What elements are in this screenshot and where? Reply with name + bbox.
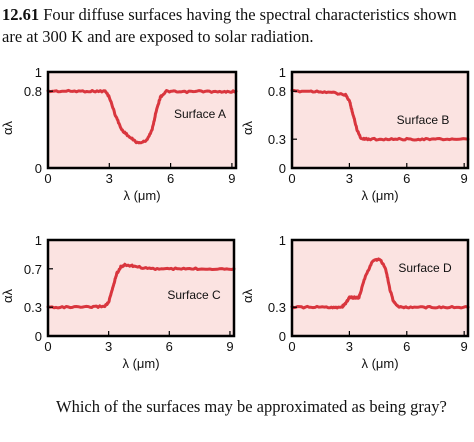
x-tick-label: 6 (167, 171, 174, 186)
x-tick-label: 9 (461, 339, 468, 354)
series-line (290, 257, 470, 310)
y-tick-label: 0 (279, 161, 286, 176)
x-tick-label: 0 (288, 171, 295, 186)
problem-text: Four diffuse surfaces having the spectra… (2, 5, 457, 46)
plot-area (48, 240, 234, 336)
x-axis-label: λ (μm) (122, 356, 159, 371)
problem-statement: 12.61 Four diffuse surfaces having the s… (2, 4, 472, 48)
surface-label: Surface A (174, 107, 226, 121)
y-axis-label: αλ (240, 120, 255, 135)
y-tick-label: 1 (35, 233, 42, 248)
y-axis-label: αλ (0, 120, 15, 135)
plot-area (48, 72, 236, 168)
x-tick-label: 3 (106, 171, 113, 186)
chart-surface-d: 0 3 6 9 0 0.3 1 λ (μm) αλ Surface D (240, 233, 470, 371)
question-text: Which of the surfaces may be approximate… (56, 397, 447, 416)
y-tick-label: 1 (279, 65, 286, 80)
y-tick-label: 0 (35, 329, 42, 344)
x-tick-label: 3 (346, 339, 353, 354)
x-tick-label: 3 (105, 339, 112, 354)
problem-number: 12.61 (2, 5, 40, 24)
series-line (290, 88, 470, 142)
x-tick-label: 6 (403, 171, 410, 186)
y-tick-label: 0.8 (268, 84, 286, 99)
x-axis-label: λ (μm) (361, 356, 398, 371)
x-tick-label: 0 (44, 171, 51, 186)
x-axis-label: λ (μm) (361, 188, 398, 203)
plot-frame (46, 238, 236, 338)
plot-frame (290, 238, 470, 338)
x-tick-label: 0 (288, 339, 295, 354)
y-tick-label: 0.7 (24, 262, 42, 277)
y-axis-label: αλ (240, 288, 255, 303)
y-tick-label: 1 (279, 233, 286, 248)
x-tick-label: 9 (461, 171, 468, 186)
series-line (46, 88, 238, 145)
y-tick-label: 0 (279, 329, 286, 344)
chart-surface-a: 0 3 6 9 0 0.8 1 λ (μm) αλ Surface A (0, 65, 238, 203)
y-tick-label: 0.3 (268, 300, 286, 315)
plot-frame (290, 70, 470, 170)
series-line (46, 262, 236, 310)
x-tick-label: 6 (166, 339, 173, 354)
surface-label: Surface D (398, 261, 452, 275)
chart-surface-c: 0 3 6 9 0 0.3 0.7 1 λ (μm) αλ Surface C (0, 233, 236, 371)
x-tick-label: 9 (228, 171, 235, 186)
y-tick-label: 1 (35, 65, 42, 80)
y-tick-label: 0.3 (24, 300, 42, 315)
plot-frame (46, 70, 238, 170)
plot-area (292, 240, 468, 336)
surface-label: Surface B (397, 113, 450, 127)
x-tick-label: 3 (346, 171, 353, 186)
x-axis-label: λ (μm) (123, 188, 160, 203)
y-axis-label: αλ (0, 288, 15, 303)
x-tick-label: 0 (44, 339, 51, 354)
x-tick-label: 9 (226, 339, 233, 354)
y-tick-label: 0.3 (268, 132, 286, 147)
surface-label: Surface C (167, 288, 221, 302)
x-tick-label: 6 (403, 339, 410, 354)
y-tick-label: 0.8 (24, 84, 42, 99)
y-tick-label: 0 (35, 161, 42, 176)
plot-area (292, 72, 468, 168)
chart-surface-b: 0 3 6 9 0 0.3 0.8 1 λ (μm) αλ Surface B (240, 65, 470, 203)
